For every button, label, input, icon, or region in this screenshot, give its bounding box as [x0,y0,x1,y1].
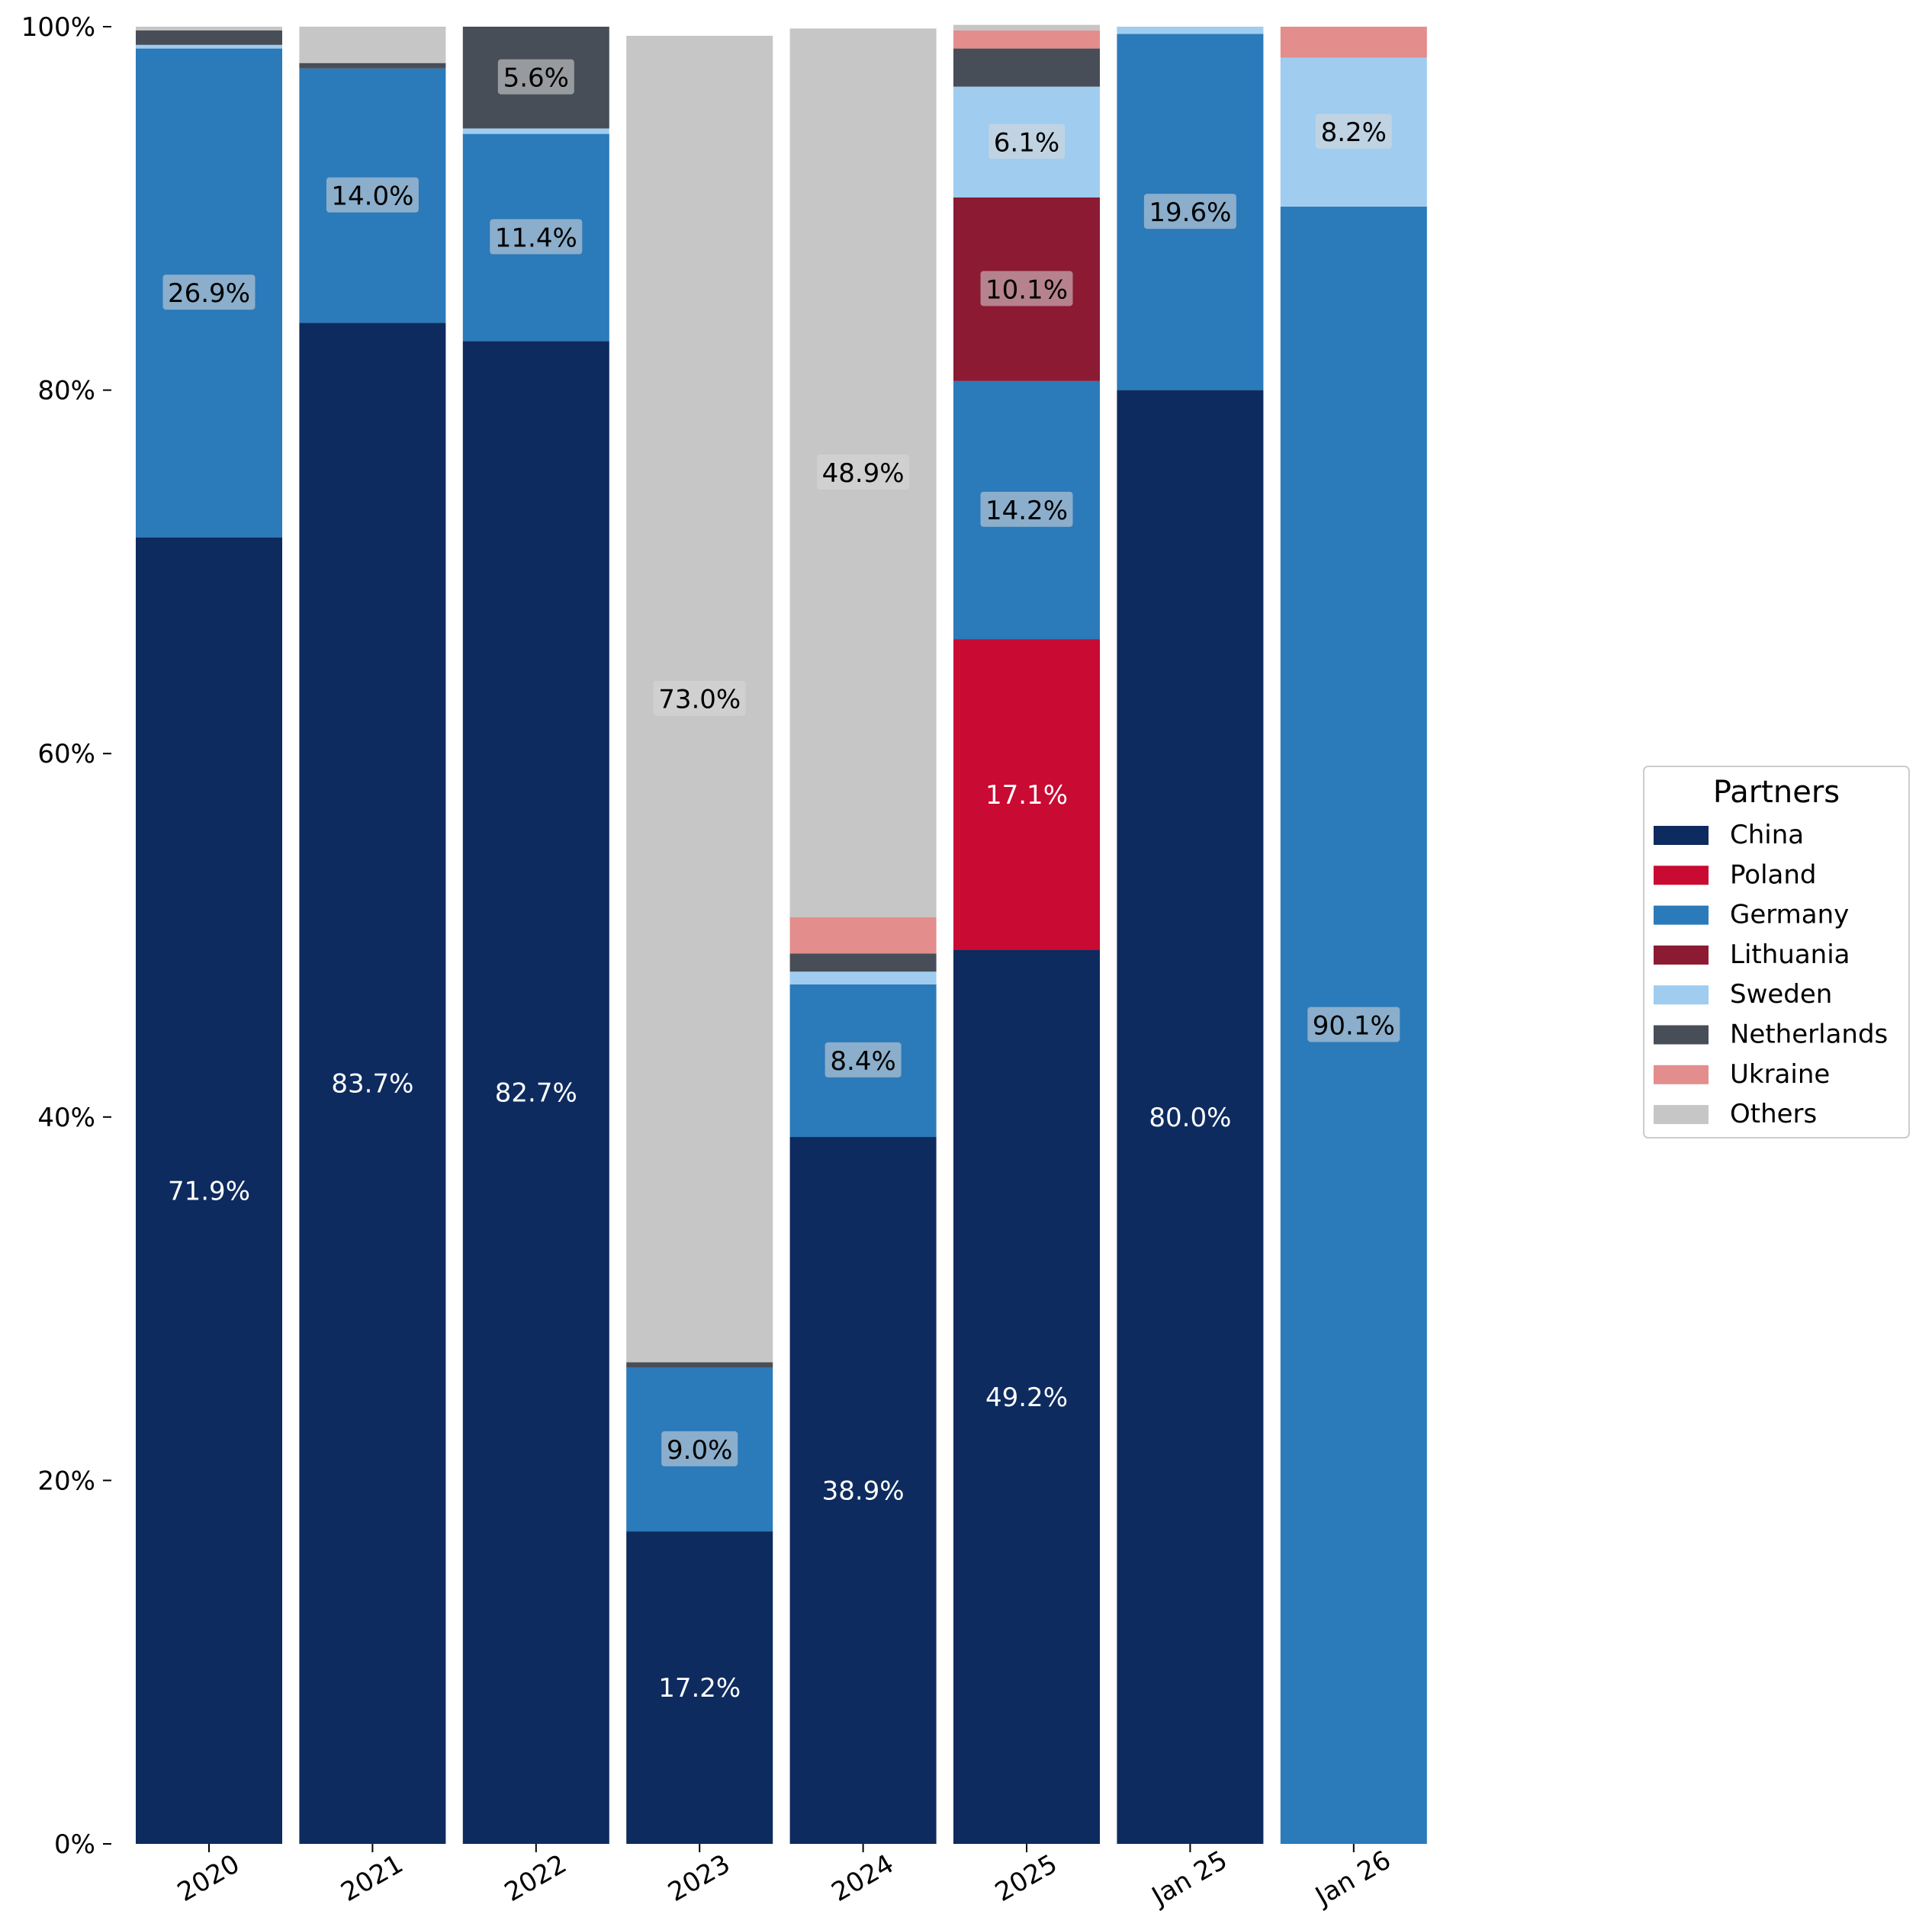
data-label: 9.0% [667,1435,732,1466]
legend-swatch [1654,826,1709,845]
bar-segment [136,44,282,49]
legend-swatch [1654,985,1709,1005]
legend-label: Poland [1730,859,1817,890]
bar-segment [136,537,282,1844]
data-label-bg [162,275,256,310]
legend-label: China [1730,820,1804,850]
x-tick-label: Jan 25 [1146,1845,1233,1913]
bar-segment [789,972,937,984]
data-label: 14.2% [985,496,1068,526]
legend-label: Germany [1730,900,1849,930]
y-tick-label: 40% [37,1103,95,1133]
bar-segment [136,27,282,31]
bar-segment [462,128,609,134]
y-tick-label: 100% [21,12,95,43]
bar-segment [299,323,446,1845]
data-label: 5.6% [503,63,569,94]
bar-segment [953,48,1100,87]
x-tick-label: 2022 [500,1848,572,1908]
data-label-bg [989,124,1065,159]
x-tick-label: 2020 [172,1848,245,1908]
legend-frame [1643,766,1910,1139]
data-label: 26.9% [168,278,250,309]
bar-segment [1117,27,1264,34]
y-tick-label: 60% [37,739,95,769]
bar-segment [626,1531,773,1844]
y-tick-label: 0% [54,1829,95,1860]
data-label-bg [980,491,1073,527]
x-tick-label: 2023 [663,1848,735,1908]
data-label: 82.7% [495,1078,577,1109]
legend-swatch [1654,905,1709,925]
data-label-bg [1315,114,1392,149]
y-tick-label: 80% [37,376,95,406]
legend-label: Sweden [1730,979,1832,1010]
bar-segment [299,27,446,63]
data-label: 73.0% [658,685,741,715]
bar-segment [789,953,937,972]
data-label: 10.1% [985,275,1068,305]
legend: Partners China Poland Germany Lithuania Swed… [1643,766,1910,1139]
legend-items: China Poland Germany Lithuania Sweden Netherl… [1654,820,1888,1129]
legend-label: Others [1730,1099,1817,1129]
data-label: 19.6% [1149,198,1231,228]
data-label-bg [490,219,583,255]
data-label-bg [497,59,574,95]
bars [136,24,1427,1845]
x-tick-label: 2021 [336,1848,408,1908]
bar-segment [789,917,937,954]
bar-segment [953,30,1100,49]
data-label: 6.1% [994,127,1059,158]
data-label-bg [817,454,910,490]
data-label: 49.2% [985,1383,1068,1413]
data-label: 80.0% [1149,1103,1231,1133]
bar-segment [299,63,446,69]
x-tick-label: 2024 [827,1848,899,1908]
data-label-bg [1307,1007,1400,1042]
bar-segment [462,341,609,1844]
bar-segment [789,1137,937,1844]
bar-segment [136,30,282,45]
data-label: 17.1% [985,780,1068,811]
data-label: 8.2% [1321,117,1387,148]
legend-label: Netherlands [1730,1020,1888,1050]
x-tick-label: 2025 [990,1848,1062,1908]
x-tick-label: Jan 26 [1309,1845,1396,1913]
data-label: 14.0% [331,181,413,212]
bar-segment [953,949,1100,1844]
legend-swatch [1654,945,1709,965]
data-label: 8.4% [830,1046,895,1077]
data-label: 90.1% [1313,1010,1395,1041]
data-label: 71.9% [168,1176,250,1206]
y-axis: 0% 20% 40% 60% 80% 100% [21,12,111,1860]
bar-segment [953,24,1100,31]
data-label-bg [661,1431,738,1466]
y-tick-label: 20% [37,1466,95,1496]
data-labels: 71.9% 26.9% 83.7% 14.0% 82.7% 11.4% 5.6% 17.2% 9… [162,59,1400,1704]
data-label: 48.9% [822,458,905,489]
x-axis: 2020 2021 2022 2023 2024 2025 Jan 25 Jan 26 [172,1844,1396,1913]
legend-swatch [1654,1105,1709,1125]
legend-swatch [1654,1065,1709,1084]
data-label-bg [326,177,419,213]
legend-swatch [1654,1025,1709,1045]
bar-segment [626,1362,773,1368]
legend-title: Partners [1713,775,1840,810]
data-label: 11.4% [495,223,577,253]
data-label: 38.9% [822,1476,905,1507]
bar-segment [1280,27,1427,58]
legend-label: Ukraine [1730,1059,1830,1090]
data-label: 17.2% [658,1673,741,1704]
data-label: 83.7% [331,1069,413,1100]
bar-segment [1117,390,1264,1845]
legend-label: Lithuania [1730,939,1850,970]
data-label-bg [825,1042,902,1078]
bar-segment [953,639,1100,950]
data-label-bg [653,680,746,716]
data-label-bg [1143,194,1236,230]
legend-swatch [1654,866,1709,885]
data-label-bg [980,271,1073,307]
